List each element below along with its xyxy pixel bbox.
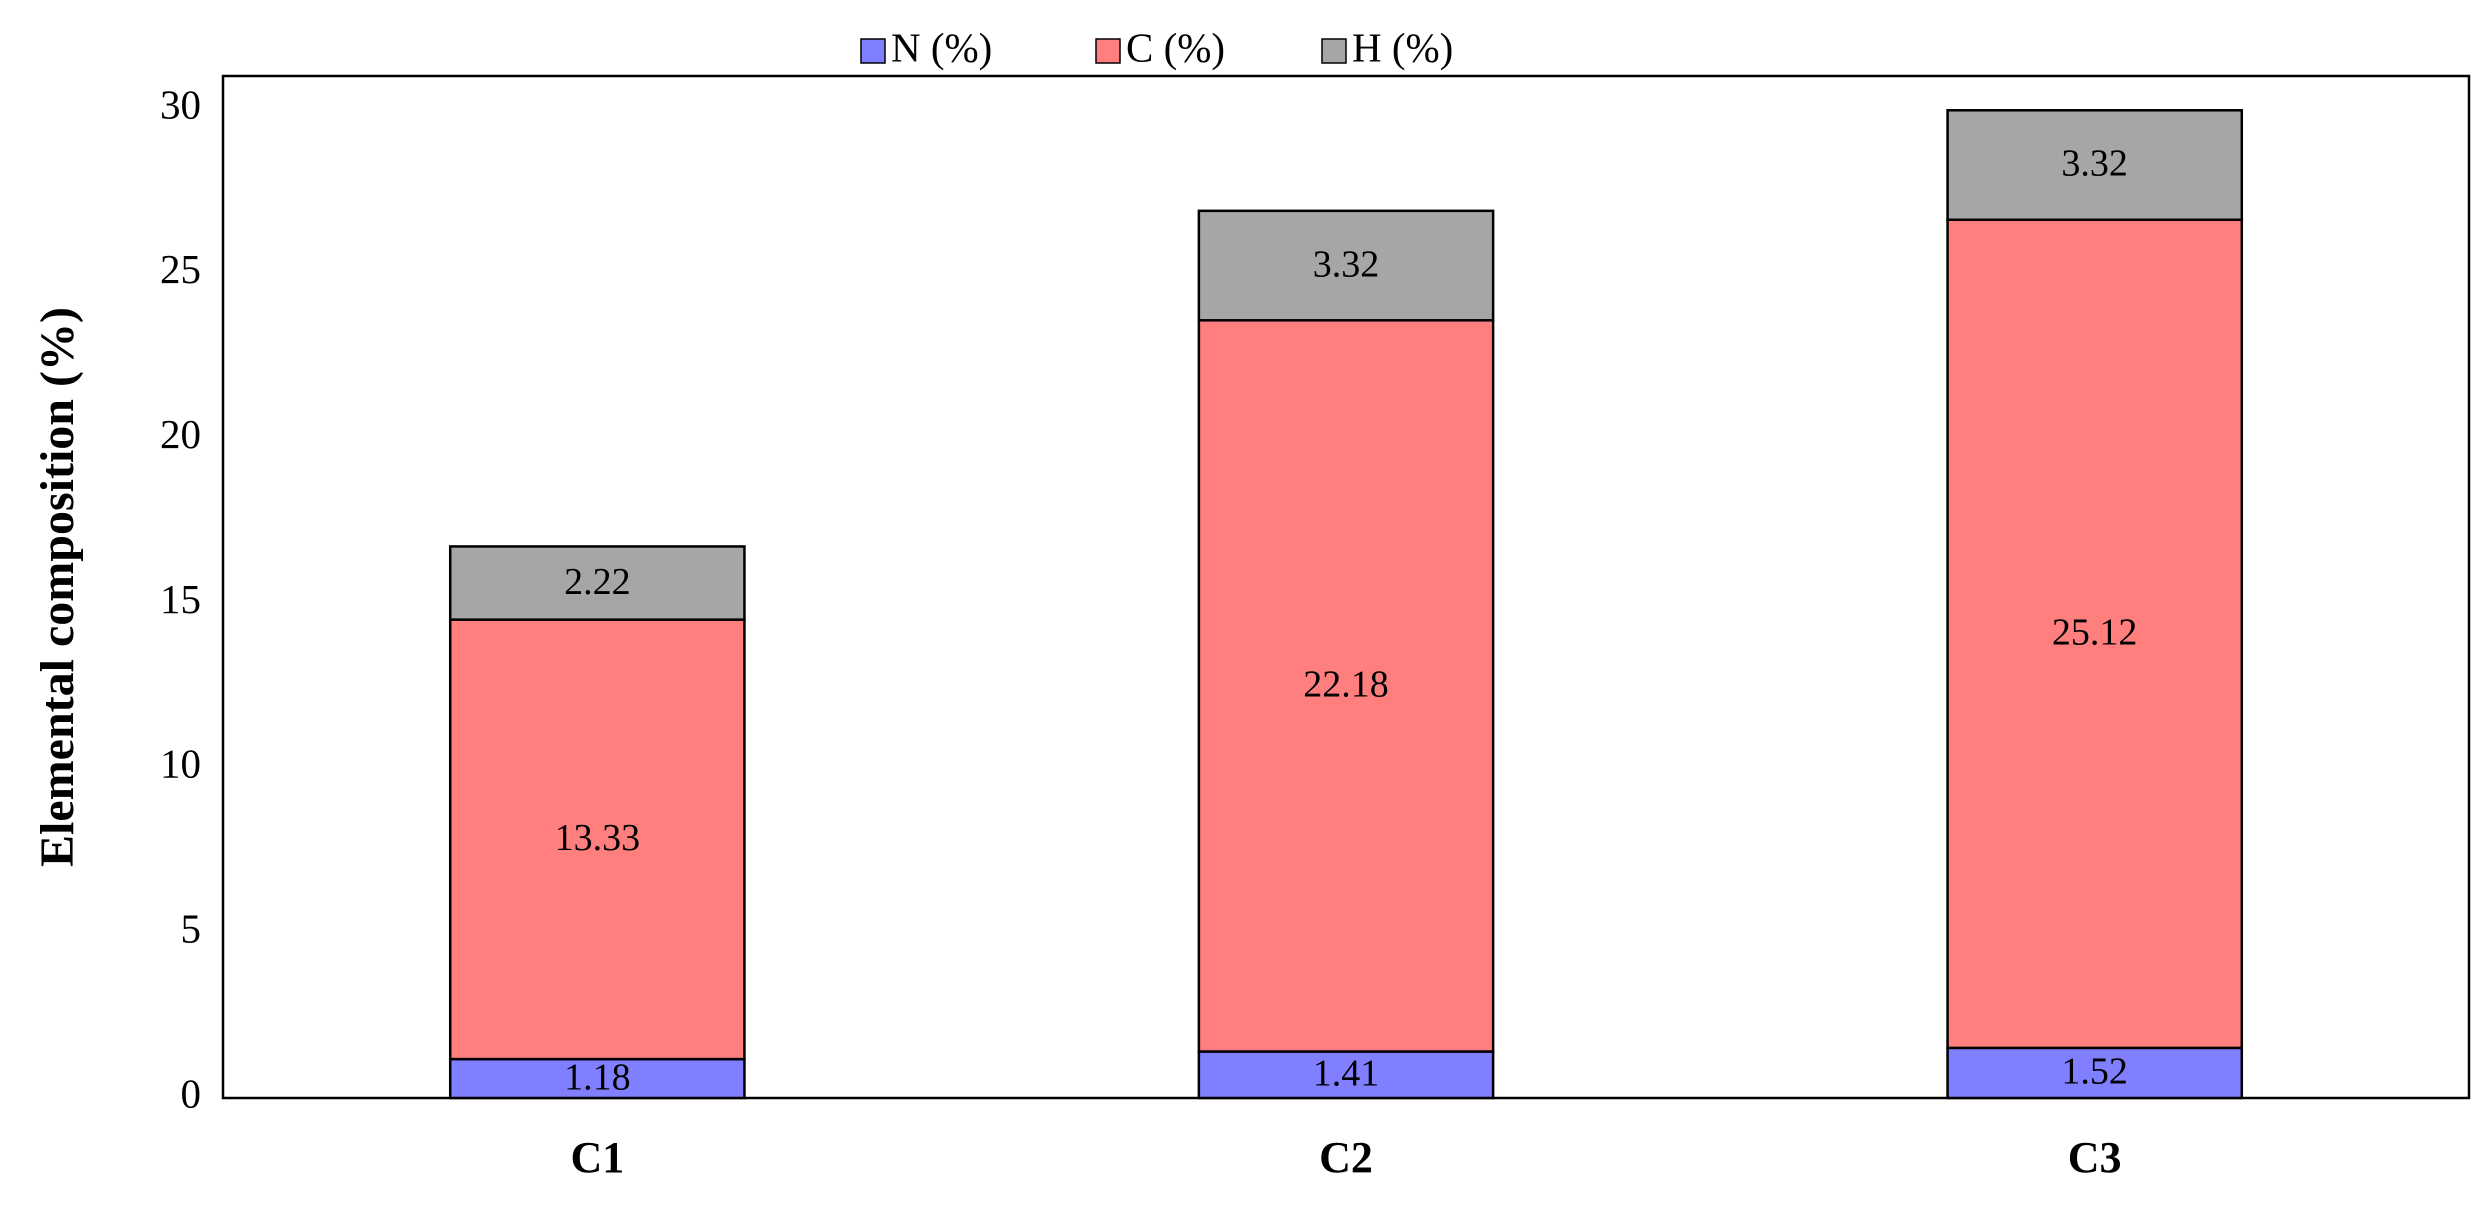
bar-segment — [1946, 218, 2244, 1050]
data-label: 1.18 — [564, 1056, 631, 1098]
legend-label: N (%) — [891, 24, 992, 70]
bar-segment — [448, 545, 746, 621]
legend-label: H (%) — [1352, 24, 1453, 70]
legend-swatch — [1321, 38, 1347, 64]
x-tick-label: C2 — [1319, 1133, 1373, 1182]
bar-segment — [1197, 319, 1495, 1053]
data-label: 2.22 — [564, 561, 631, 603]
y-axis-title: Elemental composition (%) — [31, 307, 84, 867]
data-label: 1.52 — [2061, 1051, 2128, 1093]
data-label: 25.12 — [2052, 612, 2138, 654]
bar-segment — [1946, 1046, 2244, 1100]
y-tick-label: 15 — [160, 576, 201, 622]
y-tick-label: 25 — [160, 246, 201, 292]
y-tick-label: 5 — [181, 906, 202, 952]
x-tick-label: C1 — [570, 1133, 624, 1182]
y-tick-label: 20 — [160, 411, 201, 457]
data-label: 22.18 — [1303, 664, 1389, 706]
bar-segment — [1946, 109, 2244, 221]
data-label: 3.32 — [1313, 243, 1380, 285]
x-tick-label: C3 — [2068, 1133, 2122, 1182]
legend-swatch — [1095, 38, 1121, 64]
data-label: 3.32 — [2061, 143, 2128, 185]
legend-swatch — [860, 38, 886, 64]
y-tick-label: 10 — [160, 741, 201, 787]
legend-label: C (%) — [1126, 24, 1225, 70]
bar-segment — [1197, 209, 1495, 322]
data-label: 1.41 — [1313, 1052, 1380, 1094]
data-label: 13.33 — [555, 817, 641, 859]
y-tick-label: 0 — [181, 1070, 202, 1116]
bar-segment — [448, 618, 746, 1061]
y-tick-label: 30 — [160, 81, 201, 127]
